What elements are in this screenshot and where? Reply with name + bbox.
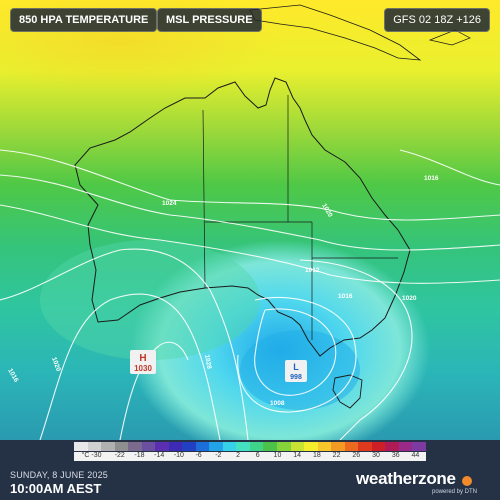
powered-by-label: powered by DTN (432, 489, 478, 495)
legend-color-cell (195, 442, 210, 451)
brand-logo-dot (462, 476, 472, 486)
high-pressure-value: 1030 (134, 364, 152, 373)
legend-labels: °C -30 -22 -18 -14 -10 -6 -2 2 6 10 14 18 22 26 30 36 4… (74, 452, 426, 461)
legend-tick-label: -18 (134, 452, 145, 459)
legend-tick-label: 22 (332, 452, 341, 459)
legend-tick-label: 2 (236, 452, 240, 459)
legend-tick-label: 10 (273, 452, 282, 459)
legend-color-cell (249, 442, 264, 451)
low-pressure-letter: L (293, 362, 299, 372)
brand-logo: weatherzone (356, 469, 456, 488)
legend-color-cell (290, 442, 305, 451)
high-pressure-marker: H 1030 (130, 350, 156, 374)
legend-color-scale (74, 442, 426, 451)
legend-color-cell (385, 442, 399, 451)
temperature-legend: °C -30 -22 -18 -14 -10 -6 -2 2 6 10 14 18 22 26 30 36 4… (74, 442, 426, 462)
legend-tick-label: 18 (312, 452, 321, 459)
legend-color-cell (276, 442, 291, 451)
state-borders (202, 95, 398, 340)
legend-color-cell (141, 442, 156, 451)
legend-color-cell (236, 442, 250, 451)
legend-color-cell (263, 442, 277, 451)
isobar-1016-se: 1016 (338, 293, 353, 300)
isobar-1012: 1012 (305, 267, 320, 274)
legend-tick-label: 26 (352, 452, 361, 459)
legend-color-cell (101, 442, 115, 451)
legend-tick-label: 36 (391, 452, 400, 459)
legend-color-cell (114, 442, 129, 451)
legend-color-cell (222, 442, 237, 451)
layer-pressure-badge: MSL PRESSURE (157, 8, 262, 32)
model-run-badge: GFS 02 18Z +126 (384, 8, 490, 32)
legend-color-cell (398, 442, 413, 451)
isobar-1028: 1028 (203, 354, 212, 370)
low-pressure-marker: L 998 (285, 360, 307, 382)
legend-tick-label: -14 (154, 452, 165, 459)
legend-color-cell (128, 442, 142, 451)
legend-color-cell (209, 442, 223, 451)
isobar-1008: 1008 (270, 400, 285, 407)
legend-color-cell (371, 442, 386, 451)
legend-color-cell (331, 442, 345, 451)
isobar-1016-ne: 1016 (424, 175, 439, 182)
low-pressure-value: 998 (290, 374, 302, 381)
isobar-1020-se: 1020 (402, 295, 417, 302)
papua-new-guinea-coastline (249, 4, 422, 61)
weather-map: 1024 1020 1016 1012 1016 1020 1008 1020 … (0, 0, 500, 440)
legend-color-cell (87, 442, 102, 451)
legend-color-cell (358, 442, 372, 451)
legend-tick-label: -6 (195, 452, 202, 459)
legend-tick-label: 6 (255, 452, 260, 459)
legend-unit-label: °C -30 (81, 452, 102, 459)
legend-tick-label: -22 (114, 452, 125, 459)
legend-color-cell (168, 442, 183, 451)
isobar-1024: 1024 (162, 200, 177, 207)
legend-tick-label: 14 (293, 452, 302, 459)
legend-tick-label: 44 (411, 452, 420, 459)
legend-color-cell (304, 442, 318, 451)
legend-color-cell (155, 442, 169, 451)
forecast-time: 10:00AM AEST (10, 481, 102, 496)
legend-tick-label: 30 (372, 452, 380, 459)
australia-coastline (74, 77, 411, 357)
forecast-date: SUNDAY, 8 JUNE 2025 (10, 470, 109, 480)
legend-color-cell (74, 442, 88, 451)
legend-color-cell (344, 442, 359, 451)
legend-tick-label: -2 (215, 452, 222, 459)
legend-color-cell (412, 442, 426, 451)
high-pressure-letter: H (139, 353, 146, 364)
legend-color-cell (317, 442, 332, 451)
layer-temperature-badge: 850 HPA TEMPERATURE (10, 8, 158, 32)
legend-tick-label: -10 (173, 452, 184, 459)
new-britain-coastline (428, 29, 471, 46)
isobars (0, 149, 500, 440)
isobar-1020-w: 1020 (50, 356, 62, 372)
legend-color-cell (182, 442, 196, 451)
